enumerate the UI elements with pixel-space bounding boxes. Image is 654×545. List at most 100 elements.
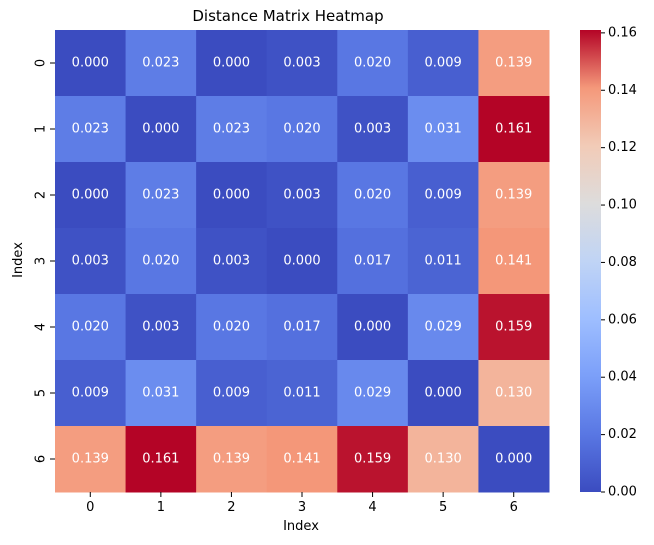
heatmap-cell [125,294,197,361]
x-tick-label: 6 [510,500,518,515]
cell-value-label: 0.020 [354,188,391,203]
heatmap-cell [266,96,338,163]
cell-value-label: 0.139 [495,56,532,71]
heatmap-cell [266,426,338,493]
heatmap-cell [125,228,197,295]
cell-value-label: 0.003 [213,254,250,269]
y-tick-label: 3 [34,257,49,265]
cell-value-label: 0.141 [495,254,532,269]
x-tick-label: 1 [157,500,165,515]
heatmap-cell [478,228,550,295]
heatmap-cell [55,30,127,97]
heatmap-cell [407,96,479,163]
x-tick-label: 5 [439,500,447,515]
cell-value-label: 0.020 [72,320,109,335]
heatmap-cell [55,162,127,229]
heatmap-cell [196,162,268,229]
cell-value-label: 0.000 [213,188,250,203]
cell-value-label: 0.130 [425,452,462,467]
cell-value-label: 0.159 [495,320,532,335]
cell-value-label: 0.003 [72,254,109,269]
heatmap-cell [337,96,409,163]
heatmap-cell [407,294,479,361]
cell-value-label: 0.020 [213,320,250,335]
cell-value-label: 0.161 [142,452,179,467]
colorbar-tick-label: 0.14 [608,83,637,98]
heatmap-cell [196,228,268,295]
cell-value-label: 0.029 [425,320,462,335]
heatmap-cell [407,30,479,97]
cell-value-label: 0.020 [354,56,391,71]
heatmap-cell [478,360,550,427]
heatmap-cell [196,294,268,361]
heatmap-cell [266,228,338,295]
colorbar-tick-label: 0.08 [608,255,637,270]
heatmap-cell [337,426,409,493]
heatmap-cell [196,30,268,97]
cell-value-label: 0.000 [142,122,179,137]
heatmap-cell [55,426,127,493]
heatmap-cell [55,294,127,361]
heatmap-cell [196,360,268,427]
heatmap-cell [478,30,550,97]
x-axis-title: Index [283,519,319,534]
x-axis-ticks: 0 1 2 3 4 5 6 [86,492,518,515]
heatmap-cell [337,228,409,295]
heatmap-cell [337,162,409,229]
cell-value-label: 0.161 [495,122,532,137]
cell-value-label: 0.000 [495,452,532,467]
x-tick-label: 2 [227,500,235,515]
heatmap-cell [196,426,268,493]
cell-value-label: 0.003 [283,56,320,71]
cell-value-label: 0.003 [283,188,320,203]
heatmap-cell [266,30,338,97]
chart-title: Distance Matrix Heatmap [192,7,383,25]
heatmap-cell [55,360,127,427]
cell-value-label: 0.009 [72,386,109,401]
cell-value-label: 0.139 [213,452,250,467]
colorbar-tick-label: 0.10 [608,198,637,213]
cell-value-label: 0.009 [425,56,462,71]
x-tick-label: 0 [86,500,94,515]
cell-value-label: 0.020 [283,122,320,137]
cell-value-label: 0.159 [354,452,391,467]
cell-value-label: 0.139 [495,188,532,203]
cell-value-label: 0.000 [213,56,250,71]
heatmap-cell [125,360,197,427]
colorbar-tick-label: 0.02 [608,427,637,442]
y-axis-ticks: 0 1 2 3 4 5 6 [34,59,55,463]
colorbar [580,30,601,492]
cell-value-label: 0.000 [283,254,320,269]
x-tick-label: 3 [298,500,306,515]
heatmap-cell [266,360,338,427]
colorbar-tick-label: 0.04 [608,370,637,385]
y-tick-label: 5 [34,389,49,397]
heatmap-cell [478,96,550,163]
heatmap-cell [407,426,479,493]
cell-value-label: 0.011 [425,254,462,269]
y-axis-title: Index [11,242,26,278]
cell-value-label: 0.017 [354,254,391,269]
cell-value-label: 0.141 [283,452,320,467]
y-tick-label: 4 [34,323,49,331]
heatmap-cell [337,294,409,361]
cell-value-label: 0.130 [495,386,532,401]
heatmap-cell [125,426,197,493]
y-tick-label: 6 [34,455,49,463]
heatmap-cell [125,30,197,97]
cell-value-label: 0.003 [354,122,391,137]
cell-value-label: 0.023 [142,56,179,71]
y-tick-label: 0 [34,59,49,67]
cell-value-label: 0.029 [354,386,391,401]
cell-value-label: 0.031 [142,386,179,401]
cell-value-label: 0.011 [283,386,320,401]
heatmap-cell [478,162,550,229]
heatmap-cell [266,294,338,361]
cell-value-label: 0.000 [72,56,109,71]
cell-value-label: 0.000 [354,320,391,335]
heatmap-cell [478,294,550,361]
heatmap-cell [407,162,479,229]
x-tick-label: 4 [368,500,376,515]
colorbar-ticks: 0.00 0.02 0.04 0.06 0.08 0.10 0.12 0.14 0.16 [601,25,637,500]
